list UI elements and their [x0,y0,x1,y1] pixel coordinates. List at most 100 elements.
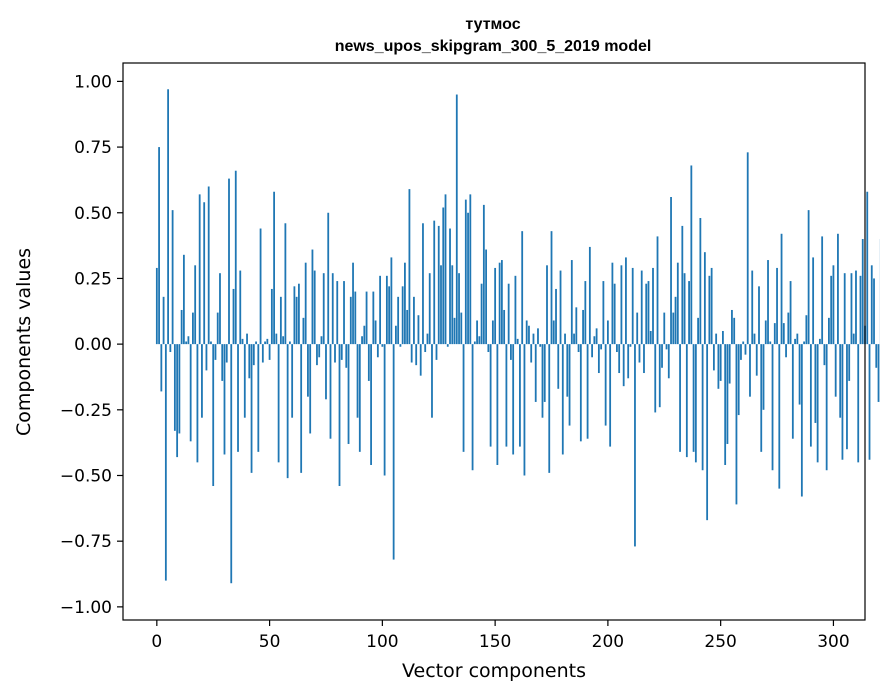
chart-title-line2: news_upos_skipgram_300_5_2019 model [335,38,652,55]
bar [577,344,580,353]
bar [629,344,632,347]
bar [742,341,745,345]
bar [408,189,411,345]
bar [638,344,641,363]
bar [807,210,810,345]
bar [311,249,314,345]
bar [597,344,600,374]
bar [356,344,359,418]
bar [543,344,546,402]
bar [604,344,607,426]
bar [586,344,589,439]
bar [809,344,812,447]
bar [588,246,591,345]
bar [708,275,711,345]
bar [676,262,679,345]
bar [440,265,442,345]
bar [189,344,192,442]
bar [198,194,201,345]
bar [203,202,206,345]
bar [568,344,571,426]
bar [444,194,447,345]
bar [640,270,643,345]
bar [647,281,650,345]
bar [782,323,785,345]
bar [352,262,354,345]
bar [343,281,345,345]
bar [823,344,826,366]
bar [828,317,830,345]
bar [611,262,614,345]
bar [665,344,668,350]
bar [663,312,666,345]
bar [464,199,467,345]
bar [340,344,343,360]
bar [557,344,560,389]
bar [566,344,569,397]
y-tick-label: −0.75 [60,532,112,552]
bar [482,204,485,345]
bar [645,283,648,345]
bar [719,344,722,381]
x-axis: 0 50 100 150 200 250 300 [151,620,850,652]
bar [277,344,280,463]
bar [322,273,325,345]
bar [769,341,772,345]
bar [780,233,783,345]
bar [437,225,440,345]
bar [564,333,566,345]
bar [537,328,539,345]
y-tick-label: 0.25 [74,269,112,289]
bar [683,273,686,345]
bar [431,344,433,418]
bar [785,344,787,358]
bar [164,344,167,581]
bar [846,344,848,450]
bar [699,218,702,345]
bar [658,344,661,408]
bar [758,286,760,345]
bar [381,344,384,347]
bar [327,212,330,345]
bar [293,286,296,345]
bar [778,344,781,489]
bar [857,344,860,463]
bar [679,344,681,452]
bar [234,170,237,345]
bar [291,344,294,418]
bar [528,325,530,345]
x-tick-label: 100 [366,632,398,652]
bar [873,278,875,345]
bar [264,341,266,345]
bar [243,344,246,418]
bar [467,212,469,345]
bar [751,270,754,345]
bar [214,344,217,360]
bar [286,344,289,479]
bar [870,265,873,345]
bar [606,320,609,345]
bar [167,89,169,345]
bar [525,320,528,345]
bar [771,344,774,471]
bar [534,344,537,402]
bar [325,344,327,400]
bar [270,288,273,345]
x-tick-label: 250 [704,632,736,652]
bar [453,317,456,345]
bar [282,336,285,345]
bar [334,344,336,363]
chart-title-line1: тутмос [465,16,520,33]
bar [241,338,244,345]
bar [848,344,851,381]
bar [530,344,533,363]
bar [201,344,203,418]
bar [764,320,767,345]
bar [622,344,625,387]
bar [185,341,188,345]
bar [852,333,855,345]
bar [309,344,312,434]
bar [706,344,709,521]
bar [491,320,494,345]
bar [767,260,769,345]
